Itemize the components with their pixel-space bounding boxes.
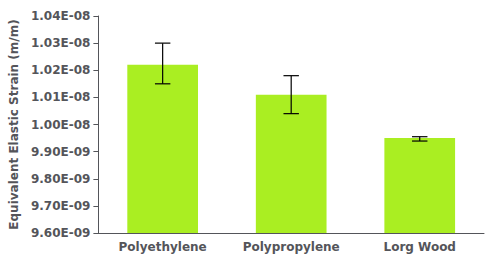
- svg-text:1.01E-08: 1.01E-08: [31, 90, 90, 104]
- svg-text:1.04E-08: 1.04E-08: [31, 9, 90, 23]
- svg-text:Polyethylene: Polyethylene: [119, 240, 207, 254]
- svg-text:9.90E-09: 9.90E-09: [31, 145, 90, 159]
- svg-text:1.02E-08: 1.02E-08: [31, 63, 90, 77]
- svg-text:Lorg Wood: Lorg Wood: [383, 240, 455, 254]
- svg-text:Polypropylene: Polypropylene: [243, 240, 340, 254]
- svg-text:9.80E-09: 9.80E-09: [31, 172, 90, 186]
- svg-text:1.03E-08: 1.03E-08: [31, 36, 90, 50]
- svg-text:9.60E-09: 9.60E-09: [31, 226, 90, 240]
- svg-text:9.70E-09: 9.70E-09: [31, 199, 90, 213]
- svg-text:Equivalent Elastic Strain (m/m: Equivalent Elastic Strain (m/m): [7, 19, 21, 229]
- svg-text:1.00E-08: 1.00E-08: [31, 118, 90, 132]
